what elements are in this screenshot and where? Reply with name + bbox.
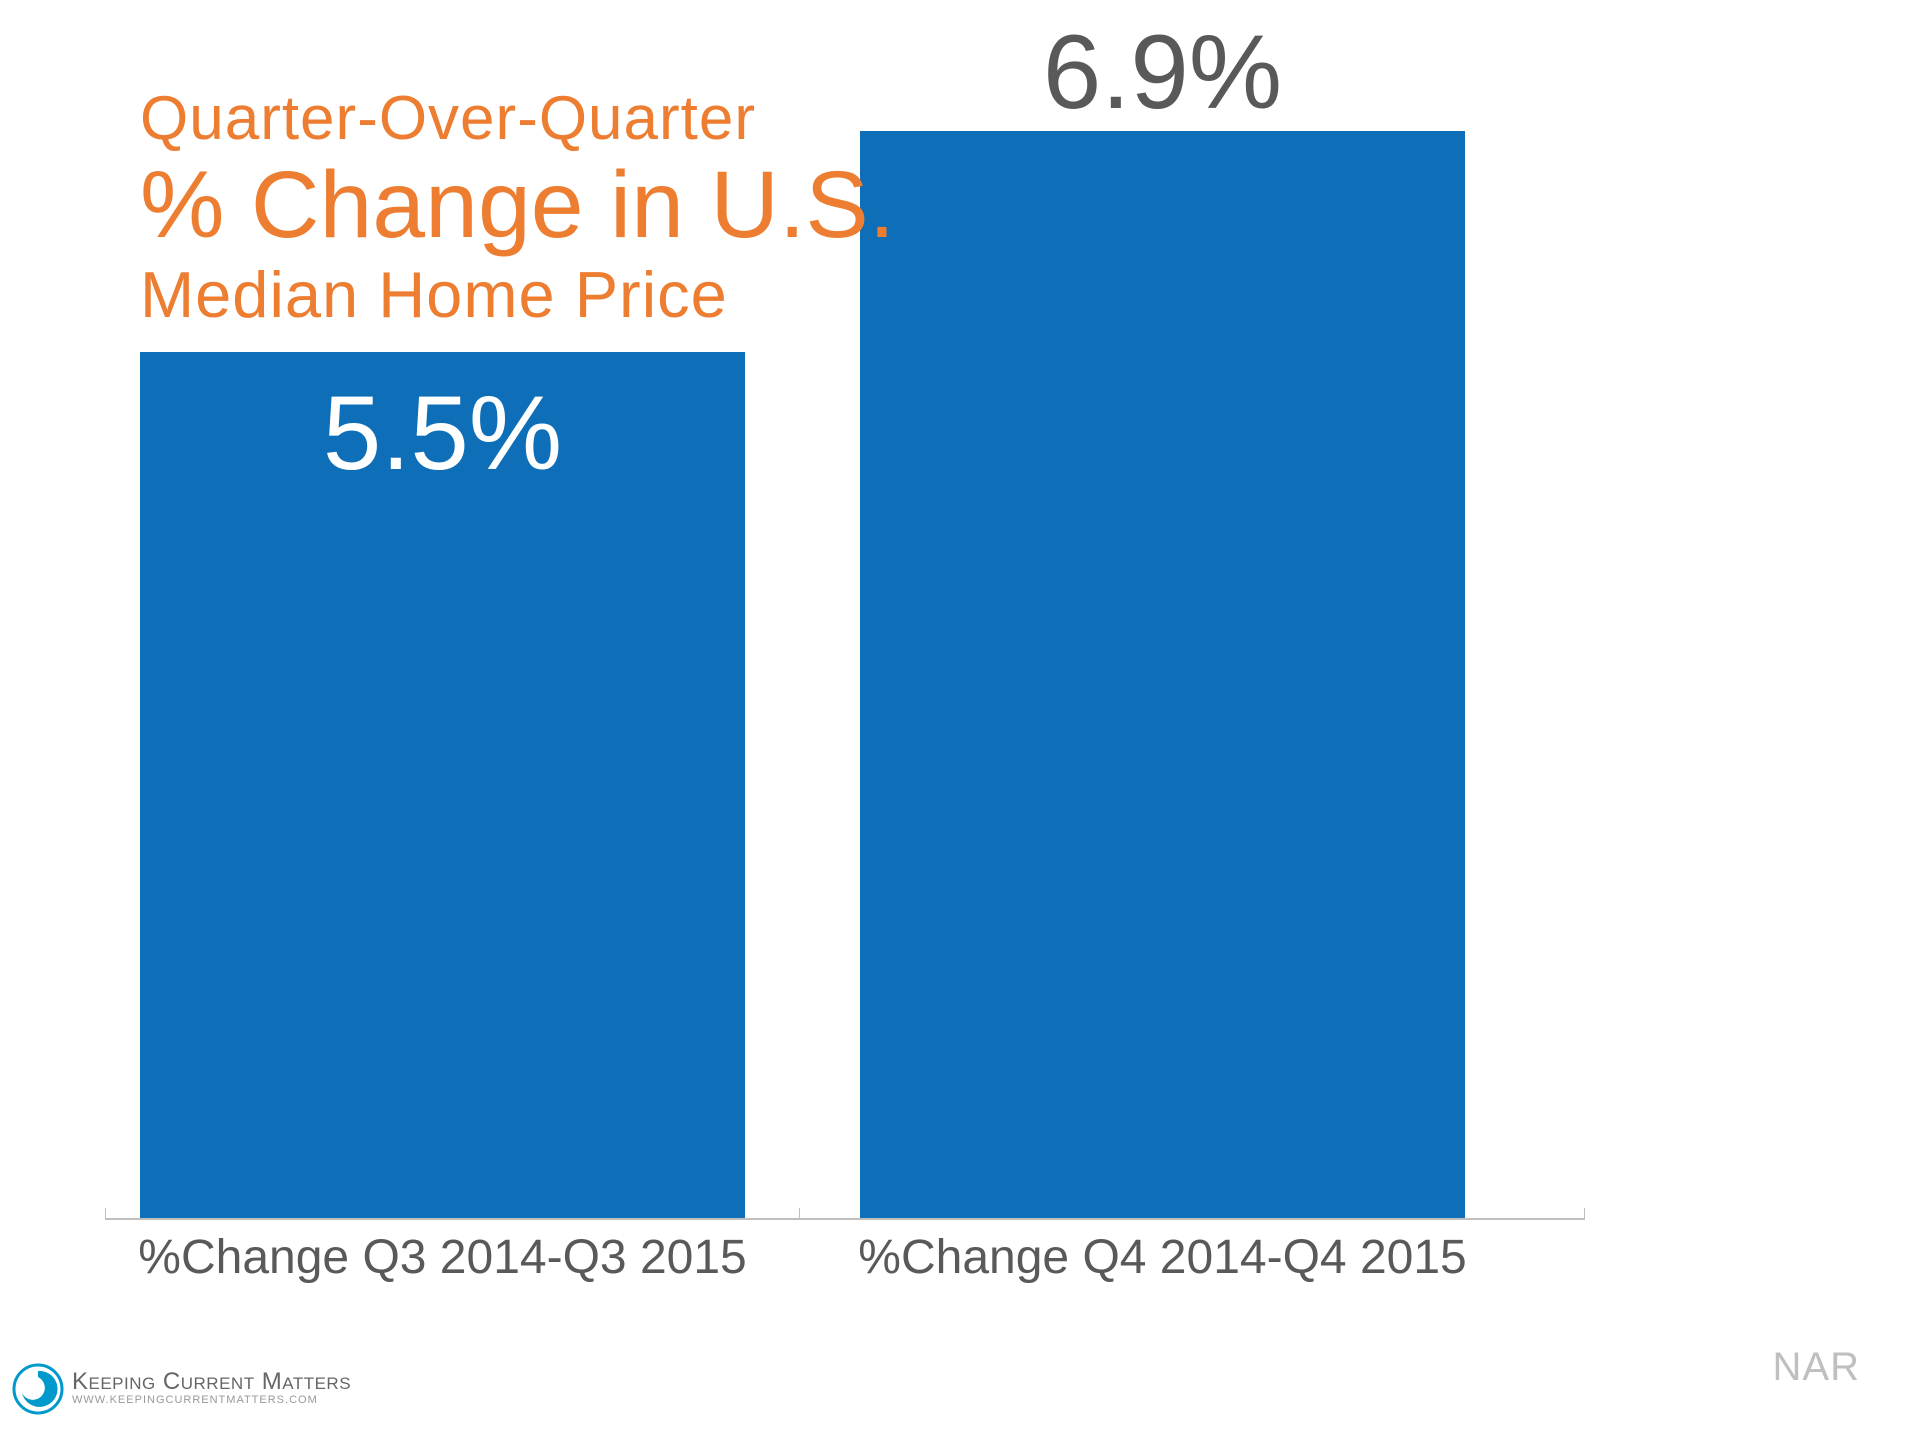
title-line-2: % Change in U.S. (140, 153, 895, 258)
chart-title: Quarter-Over-Quarter % Change in U.S. Me… (140, 85, 895, 332)
logo-sub-text: WWW.KEEPINGCURRENTMATTERS.COM (72, 1394, 351, 1407)
x-axis-labels: %Change Q3 2014-Q3 2015 %Change Q4 2014-… (105, 1230, 1585, 1290)
logo-text: Keeping Current Matters WWW.KEEPINGCURRE… (72, 1370, 351, 1407)
title-line-3: Median Home Price (140, 258, 895, 333)
source-label: NAR (1773, 1345, 1860, 1390)
axis-tick (799, 1208, 800, 1218)
x-label-q3: %Change Q3 2014-Q3 2015 (138, 1230, 746, 1285)
logo-main-text: Keeping Current Matters (72, 1370, 351, 1394)
value-label-bar-2: 6.9% (1043, 13, 1282, 133)
swirl-icon (12, 1363, 64, 1415)
title-line-1: Quarter-Over-Quarter (140, 85, 895, 153)
brand-logo: Keeping Current Matters WWW.KEEPINGCURRE… (12, 1363, 351, 1415)
bar-q4 (860, 131, 1465, 1218)
value-label-bar-1: 5.5% (323, 374, 562, 494)
axis-tick (1584, 1208, 1585, 1218)
axis-tick (105, 1208, 106, 1218)
chart-container: Quarter-Over-Quarter % Change in U.S. Me… (105, 70, 1585, 1220)
x-label-q4: %Change Q4 2014-Q4 2015 (858, 1230, 1466, 1285)
